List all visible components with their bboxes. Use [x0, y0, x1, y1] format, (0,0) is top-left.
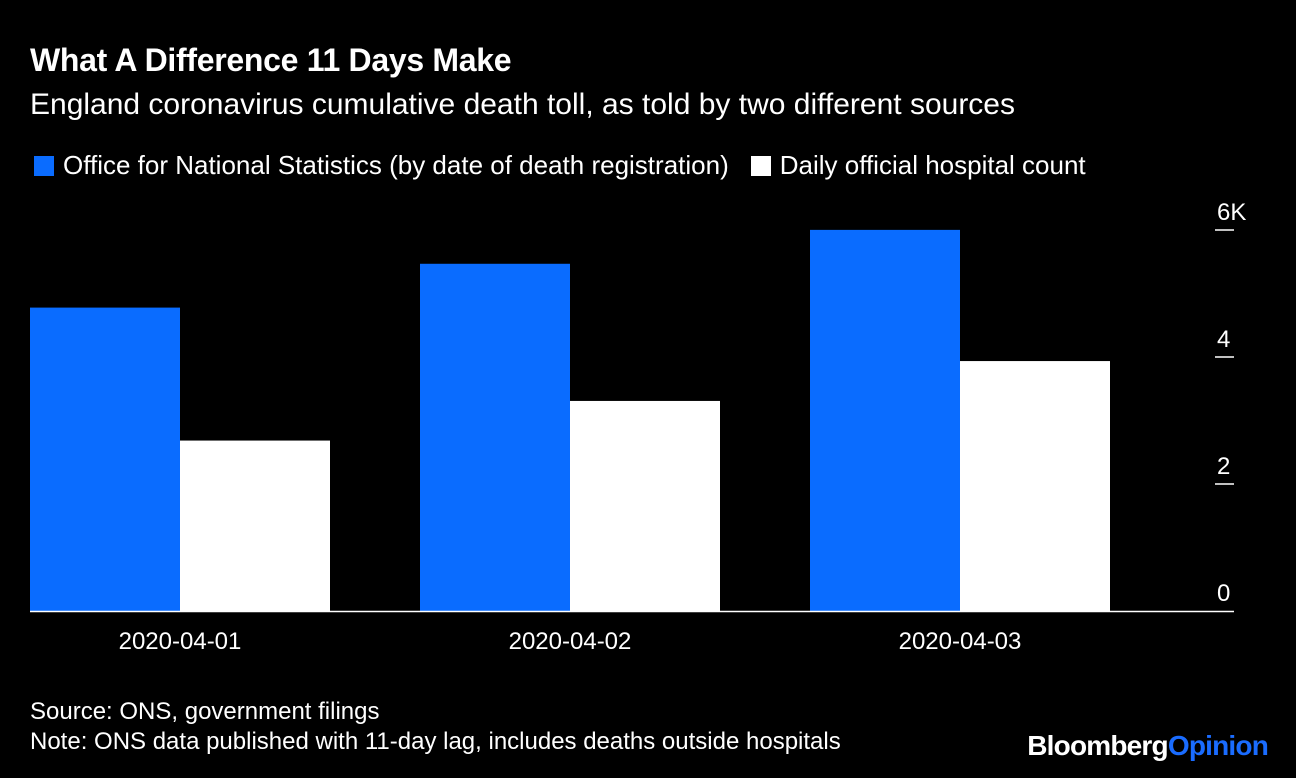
- y-tick-label: 6K: [1217, 199, 1246, 226]
- bar-ons-2020-04-01: [30, 307, 180, 611]
- logo-section: Opinion: [1167, 730, 1269, 761]
- chart-subtitle: England coronavirus cumulative death tol…: [30, 88, 1015, 121]
- footer: Source: ONS, government filings Note: ON…: [30, 697, 841, 757]
- data-note: Note: ONS data published with 11-day lag…: [30, 728, 841, 755]
- legend-item-ons: Office for National Statistics (by date …: [34, 150, 729, 181]
- bloomberg-opinion-logo: BloombergOpinion: [1027, 730, 1269, 762]
- source-note: Source: ONS, government filings: [30, 698, 380, 725]
- legend-label-hospital: Daily official hospital count: [779, 150, 1086, 180]
- legend-item-hospital: Daily official hospital count: [750, 150, 1086, 181]
- x-tick-label: 2020-04-01: [119, 628, 242, 655]
- y-tick-label: 0: [1217, 580, 1230, 607]
- logo-brand: Bloomberg: [1027, 730, 1168, 761]
- legend-swatch-hospital: [750, 155, 771, 176]
- y-tick-label: 4: [1217, 326, 1230, 353]
- legend-swatch-ons: [34, 155, 54, 176]
- chart-title: What A Difference 11 Days Make: [30, 42, 512, 78]
- x-tick-label: 2020-04-03: [899, 628, 1022, 655]
- legend: Office for National Statistics (by date …: [34, 150, 1108, 181]
- bar-hospital-2020-04-01: [180, 440, 330, 611]
- y-tick-label: 2: [1217, 453, 1230, 480]
- bar-hospital-2020-04-02: [570, 400, 720, 611]
- bar-ons-2020-04-03: [810, 229, 960, 612]
- bar-ons-2020-04-02: [420, 263, 570, 611]
- x-tick-label: 2020-04-02: [509, 628, 632, 655]
- bar-hospital-2020-04-03: [960, 361, 1110, 611]
- legend-label-ons: Office for National Statistics (by date …: [63, 150, 729, 180]
